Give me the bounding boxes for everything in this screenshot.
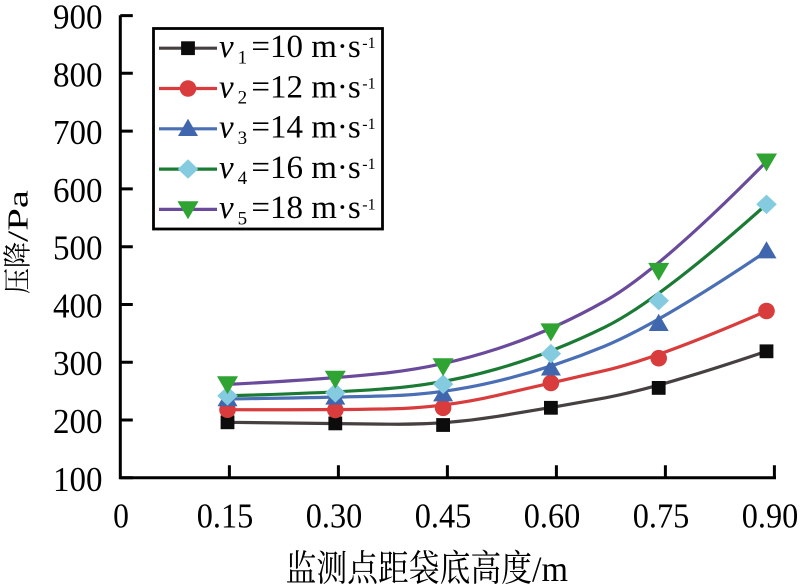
svg-text:100: 100 bbox=[53, 460, 103, 499]
svg-text:0.60: 0.60 bbox=[524, 497, 581, 536]
svg-text:900: 900 bbox=[53, 0, 103, 37]
svg-text:700: 700 bbox=[53, 113, 103, 152]
svg-text:800: 800 bbox=[53, 55, 103, 94]
svg-text:0.75: 0.75 bbox=[633, 497, 690, 536]
svg-text:0.30: 0.30 bbox=[306, 497, 363, 536]
svg-text:v2 =12 m·s-1: v2 =12 m·s-1 bbox=[219, 69, 376, 108]
svg-text:500: 500 bbox=[53, 229, 103, 268]
svg-text:/m: /m bbox=[532, 549, 568, 588]
svg-text:300: 300 bbox=[53, 344, 103, 383]
svg-text:600: 600 bbox=[53, 171, 103, 210]
svg-text:/Pa: /Pa bbox=[3, 190, 35, 242]
svg-text:200: 200 bbox=[53, 402, 103, 441]
svg-text:0: 0 bbox=[113, 497, 129, 536]
svg-text:v1 =10 m·s-1: v1 =10 m·s-1 bbox=[219, 29, 376, 68]
svg-text:0.90: 0.90 bbox=[742, 497, 799, 536]
svg-text:0.45: 0.45 bbox=[415, 497, 472, 536]
svg-text:0.15: 0.15 bbox=[197, 497, 254, 536]
svg-text:v5 =18 m·s-1: v5 =18 m·s-1 bbox=[219, 190, 376, 229]
svg-text:400: 400 bbox=[53, 287, 103, 326]
svg-text:v3 =14 m·s-1: v3 =14 m·s-1 bbox=[219, 110, 376, 149]
svg-text:v4 =16 m·s-1: v4 =16 m·s-1 bbox=[219, 150, 376, 189]
